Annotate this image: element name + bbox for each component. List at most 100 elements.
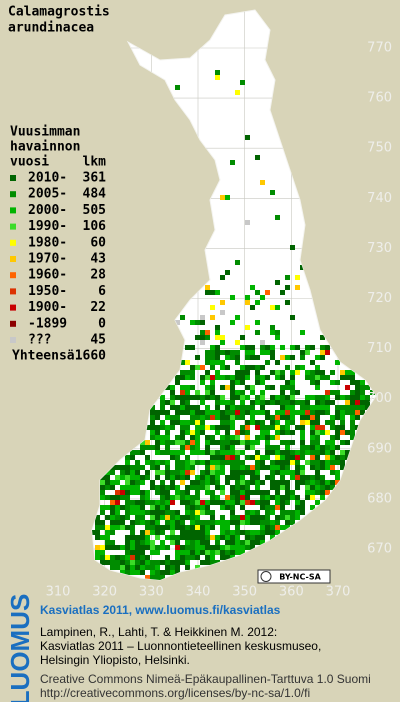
observation-square	[365, 400, 370, 405]
observation-square	[190, 545, 195, 550]
legend-swatch	[10, 320, 16, 327]
observation-square	[275, 425, 280, 430]
observation-square	[215, 355, 220, 360]
observation-square	[155, 515, 160, 520]
observation-square	[240, 540, 245, 545]
observation-square	[300, 330, 305, 335]
observation-square	[110, 520, 115, 525]
observation-square	[125, 560, 130, 565]
observation-square	[240, 505, 245, 510]
observation-square	[285, 445, 290, 450]
observation-square	[215, 440, 220, 445]
observation-square	[180, 370, 185, 375]
observation-square	[355, 400, 360, 405]
observation-square	[180, 515, 185, 520]
observation-square	[270, 485, 275, 490]
observation-square	[130, 540, 135, 545]
observation-square	[265, 290, 270, 295]
observation-square	[230, 405, 235, 410]
observation-square	[240, 550, 245, 555]
observation-square	[200, 450, 205, 455]
observation-square	[200, 520, 205, 525]
observation-square	[235, 90, 240, 95]
legend-label: ???	[28, 333, 51, 348]
observation-square	[295, 425, 300, 430]
observation-square	[290, 395, 295, 400]
observation-square	[210, 510, 215, 515]
observation-square	[320, 490, 325, 495]
observation-square	[250, 415, 255, 420]
observation-square	[285, 275, 290, 280]
legend-count: 60	[90, 235, 106, 250]
observation-square	[225, 545, 230, 550]
observation-square	[320, 465, 325, 470]
observation-square	[270, 395, 275, 400]
observation-square	[135, 540, 140, 545]
observation-square	[275, 450, 280, 455]
observation-square	[255, 420, 260, 425]
observation-square	[190, 370, 195, 375]
observation-square	[295, 370, 300, 375]
observation-square	[340, 440, 345, 445]
observation-square	[265, 450, 270, 455]
observation-square	[240, 530, 245, 535]
observation-square	[240, 400, 245, 405]
observation-square	[285, 410, 290, 415]
observation-square	[215, 460, 220, 465]
observation-square	[305, 485, 310, 490]
observation-square	[205, 390, 210, 395]
observation-square	[175, 455, 180, 460]
observation-square	[350, 435, 355, 440]
observation-square	[210, 415, 215, 420]
observation-square	[320, 395, 325, 400]
observation-square	[220, 465, 225, 470]
observation-square	[225, 535, 230, 540]
observation-square	[210, 475, 215, 480]
observation-square	[230, 550, 235, 555]
observation-square	[165, 445, 170, 450]
observation-square	[165, 515, 170, 520]
observation-square	[235, 475, 240, 480]
observation-square	[145, 535, 150, 540]
observation-square	[190, 385, 195, 390]
observation-square	[325, 350, 330, 355]
observation-square	[315, 395, 320, 400]
observation-square	[250, 390, 255, 395]
observation-square	[250, 540, 255, 545]
observation-square	[185, 390, 190, 395]
observation-square	[170, 390, 175, 395]
observation-square	[245, 440, 250, 445]
observation-square	[215, 325, 220, 330]
observation-square	[260, 395, 265, 400]
observation-square	[195, 355, 200, 360]
legend-count: 484	[83, 187, 107, 202]
observation-square	[310, 455, 315, 460]
legend-header: Vuusimman	[10, 125, 80, 140]
observation-square	[265, 360, 270, 365]
observation-square	[285, 400, 290, 405]
observation-square	[160, 485, 165, 490]
observation-square	[335, 460, 340, 465]
observation-square	[220, 550, 225, 555]
observation-square	[350, 375, 355, 380]
observation-square	[300, 445, 305, 450]
observation-square	[250, 470, 255, 475]
observation-square	[215, 330, 220, 335]
observation-square	[275, 410, 280, 415]
observation-square	[245, 405, 250, 410]
observation-square	[105, 495, 110, 500]
observation-square	[325, 485, 330, 490]
observation-square	[110, 510, 115, 515]
observation-square	[265, 345, 270, 350]
observation-square	[100, 505, 105, 510]
observation-square	[185, 545, 190, 550]
legend-label: 1900-	[28, 300, 67, 315]
observation-square	[285, 495, 290, 500]
observation-square	[355, 380, 360, 385]
observation-square	[280, 505, 285, 510]
observation-square	[255, 440, 260, 445]
observation-square	[155, 510, 160, 515]
badge-box	[257, 569, 331, 584]
observation-square	[215, 540, 220, 545]
observation-square	[195, 540, 200, 545]
